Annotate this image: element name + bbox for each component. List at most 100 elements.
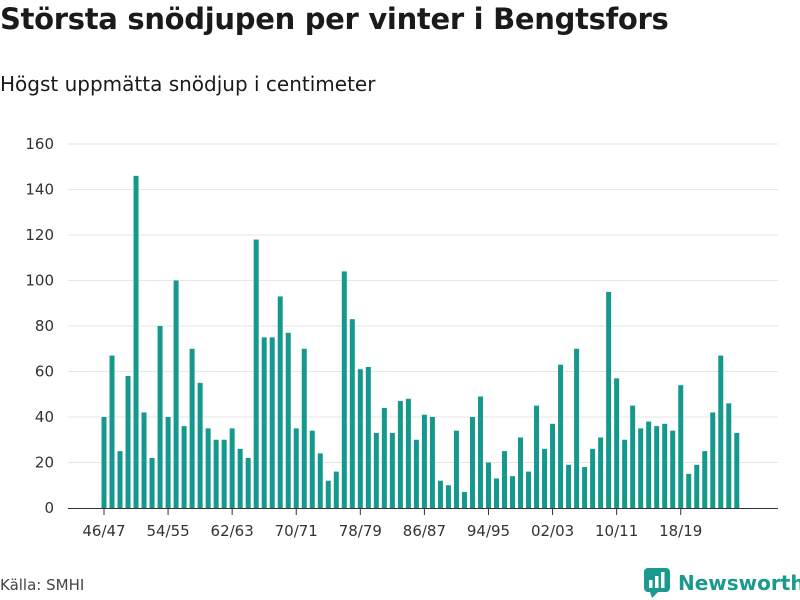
- bar-93/94: [477, 396, 483, 508]
- x-tick-label: 94/95: [467, 522, 510, 540]
- bar-12/13: [630, 405, 636, 509]
- newsworthy-logo: Newsworthy: [644, 568, 800, 598]
- bar-21/22: [702, 451, 708, 509]
- bar-86/87: [421, 414, 427, 508]
- bar-17/18: [670, 430, 676, 508]
- y-tick-label: 120: [25, 226, 54, 244]
- newsworthy-logo-icon: [644, 568, 670, 598]
- bar-02/03: [550, 423, 556, 508]
- y-tick-label: 100: [25, 272, 54, 290]
- bar-09/10: [606, 291, 612, 509]
- x-tick-label: 78/79: [339, 522, 382, 540]
- bar-81/82: [381, 407, 387, 508]
- bar-52/53: [149, 457, 155, 508]
- bar-85/86: [413, 439, 419, 508]
- bar-24/25: [726, 403, 732, 508]
- x-tick-label: 10/11: [595, 522, 638, 540]
- bar-03/04: [558, 364, 564, 508]
- bar-67/68: [269, 337, 275, 509]
- bar-79/80: [365, 366, 371, 508]
- bar-20/21: [694, 464, 700, 508]
- bar-94/95: [485, 462, 491, 508]
- chart-title: Största snödjupen per vinter i Bengtsfor…: [0, 2, 669, 36]
- y-tick-label: 20: [35, 454, 54, 472]
- bar-04/05: [566, 464, 572, 508]
- y-tick-label: 60: [35, 363, 54, 381]
- bar-90/91: [453, 430, 459, 508]
- bar-99/00: [526, 471, 532, 508]
- bar-15/16: [654, 426, 660, 508]
- x-tick-label: 46/47: [82, 522, 125, 540]
- bar-89/90: [445, 485, 451, 508]
- y-tick-label: 80: [35, 317, 54, 335]
- bar-49/50: [125, 376, 131, 508]
- bar-80/81: [373, 432, 379, 508]
- bar-69/70: [285, 332, 291, 508]
- bar-65/66: [253, 239, 259, 509]
- bar-25/26: [734, 432, 740, 508]
- bar-16/17: [662, 423, 668, 508]
- bar-57/58: [189, 348, 195, 508]
- bar-71/72: [301, 348, 307, 508]
- bar-72/73: [309, 430, 315, 508]
- bar-54/55: [165, 417, 171, 508]
- bar-87/88: [429, 417, 435, 508]
- bar-55/56: [173, 280, 179, 508]
- bar-97/98: [510, 476, 516, 508]
- source-note: Källa: SMHI: [0, 576, 85, 594]
- bar-53/54: [157, 326, 163, 508]
- bar-47/48: [109, 355, 115, 508]
- bar-48/49: [117, 451, 123, 509]
- bar-64/65: [245, 457, 251, 508]
- bar-10/11: [614, 378, 620, 508]
- bar-95/96: [493, 478, 499, 508]
- bar-18/19: [678, 385, 684, 508]
- bar-56/57: [181, 426, 187, 508]
- x-tick-label: 02/03: [531, 522, 574, 540]
- y-tick-label: 160: [25, 135, 54, 153]
- bar-78/79: [357, 369, 363, 508]
- bar-66/67: [261, 337, 267, 509]
- bar-00/01: [534, 405, 540, 509]
- bar-58/59: [197, 382, 203, 509]
- x-tick-label: 86/87: [403, 522, 446, 540]
- bar-62/63: [229, 428, 235, 509]
- bar-88/89: [437, 480, 443, 508]
- bar-76/77: [341, 271, 347, 508]
- x-tick-label: 70/71: [275, 522, 318, 540]
- x-tick-label: 62/63: [211, 522, 254, 540]
- bar-60/61: [213, 439, 219, 508]
- bar-61/62: [221, 439, 227, 508]
- bar-96/97: [502, 451, 507, 509]
- x-tick-label: 18/19: [659, 522, 702, 540]
- bar-51/52: [141, 412, 147, 508]
- bar-92/93: [469, 417, 475, 508]
- bar-05/06: [574, 348, 580, 508]
- x-axis: 46/47 54/55 62/63 70/71 78/79 86/87 94/95 02/03…: [68, 508, 778, 540]
- bar-75/76: [333, 471, 339, 508]
- bar-14/15: [646, 421, 652, 508]
- y-tick-label: 40: [35, 408, 54, 426]
- y-tick-label: 140: [25, 181, 54, 199]
- bar-11/12: [622, 439, 628, 508]
- bar-98/99: [518, 437, 524, 508]
- bar-13/14: [638, 428, 644, 509]
- y-axis-ticks: 0 20 40 60 80 100 120 140 160: [25, 135, 54, 517]
- bar-82/83: [389, 432, 395, 508]
- bar-70/71: [293, 428, 299, 509]
- bar-68/69: [277, 296, 283, 508]
- bar-91/92: [461, 492, 467, 508]
- bars: [101, 175, 740, 509]
- x-tick-label: 54/55: [146, 522, 189, 540]
- bar-84/85: [405, 398, 411, 508]
- bar-77/78: [349, 319, 355, 508]
- bar-08/09: [598, 437, 604, 508]
- y-tick-label: 0: [44, 499, 54, 517]
- bar-01/02: [542, 448, 548, 508]
- bar-19/20: [686, 473, 692, 509]
- bar-07/08: [590, 448, 596, 508]
- bar-59/60: [205, 428, 211, 509]
- bar-23/24: [718, 355, 724, 508]
- bar-73/74: [317, 453, 323, 508]
